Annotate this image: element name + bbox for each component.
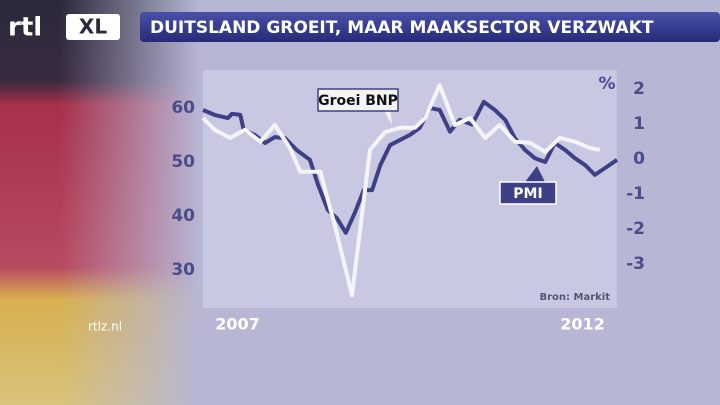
y-tick-label: 50: [171, 152, 195, 172]
y2-tick-label: 1: [633, 114, 645, 134]
logo-badge: XL: [79, 15, 107, 39]
y2-tick-label: 2: [633, 79, 645, 99]
legend-label: PMI: [513, 186, 542, 202]
callout-pointer: [525, 166, 545, 182]
chart-title: DUITSLAND GROEIT, MAAR MAAKSECTOR VERZWA…: [150, 18, 654, 38]
y-tick-label: 60: [171, 98, 195, 118]
y2-tick-label: -2: [626, 219, 645, 239]
x-tick-label: 2007: [215, 315, 260, 334]
y2-tick-label: -3: [626, 254, 645, 274]
flag-fade: [60, 0, 200, 405]
callout-box: [317, 88, 399, 112]
y-tick-label: 30: [171, 260, 195, 280]
logo-badge-box: [66, 14, 120, 40]
series-line: [201, 83, 601, 298]
y2-unit: %: [598, 74, 615, 94]
legend-label: Groei BNP: [318, 93, 398, 109]
callout-box: [499, 181, 557, 205]
logo: rtl: [8, 13, 42, 43]
website: rtlz.nl: [88, 320, 122, 334]
title-bar: [140, 12, 720, 42]
series-line: [202, 99, 619, 235]
y-tick-label: 40: [171, 206, 195, 226]
y2-tick-label: -1: [626, 184, 645, 204]
x-tick-label: 2012: [560, 315, 605, 334]
y2-tick-label: 0: [633, 149, 645, 169]
source: Bron: Markit: [539, 292, 610, 303]
